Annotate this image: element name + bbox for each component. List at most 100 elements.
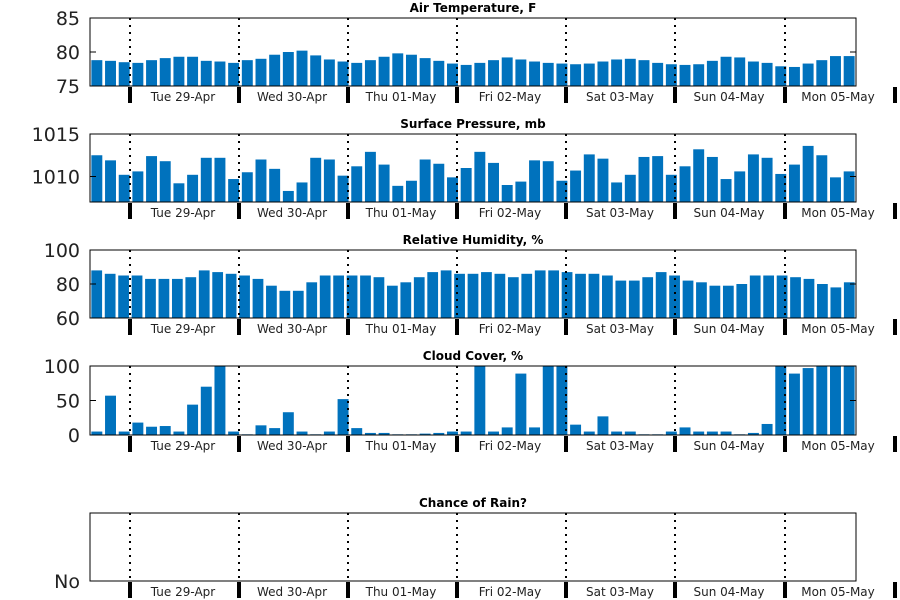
- y-tick-label: 1010: [32, 167, 80, 189]
- bar: [830, 56, 841, 86]
- bar: [212, 272, 224, 318]
- bar: [529, 160, 541, 202]
- panel-cloud-cover: Cloud Cover, % 0 50 100 Tue 29-Apr Wed 30-Apr…: [44, 349, 897, 453]
- bar: [542, 62, 554, 86]
- bar: [351, 166, 363, 202]
- bar: [602, 275, 613, 318]
- bar: [642, 277, 654, 318]
- bar: [146, 156, 158, 202]
- bar: [749, 275, 761, 318]
- bar: [693, 149, 705, 202]
- x-tick-label: Sat 03-May: [586, 90, 654, 104]
- bar: [269, 428, 281, 435]
- bar: [378, 164, 390, 202]
- x-tick-label: Tue 29-Apr: [150, 90, 215, 104]
- bar: [171, 278, 183, 318]
- bar: [665, 174, 677, 202]
- bar: [433, 163, 445, 202]
- bar: [159, 58, 171, 86]
- bar: [447, 431, 458, 435]
- bar: [105, 395, 116, 435]
- bar: [734, 171, 746, 202]
- bar: [763, 275, 775, 318]
- bar: [269, 54, 281, 86]
- bar: [187, 174, 199, 202]
- bar: [665, 64, 677, 86]
- bar: [706, 431, 718, 435]
- bar: [790, 277, 801, 318]
- bar: [378, 432, 390, 435]
- y-tick-label: No: [54, 571, 80, 593]
- bar: [843, 171, 855, 202]
- bar: [91, 431, 103, 435]
- bar: [454, 273, 465, 318]
- bar: [561, 272, 573, 318]
- bar: [159, 161, 171, 202]
- bar: [440, 270, 452, 318]
- bar: [214, 61, 226, 86]
- x-tick-label: Tue 29-Apr: [150, 439, 215, 453]
- bar: [255, 159, 267, 202]
- x-tick-label: Sun 04-May: [693, 322, 764, 336]
- x-tick-label: Mon 05-May: [801, 585, 875, 599]
- bar: [228, 62, 240, 86]
- bar: [296, 182, 308, 202]
- x-tick-label: Wed 30-Apr: [257, 90, 327, 104]
- bar: [816, 60, 828, 86]
- bar: [104, 273, 116, 318]
- bar: [693, 64, 705, 86]
- bar: [788, 66, 800, 86]
- bar: [515, 59, 527, 86]
- bar: [200, 386, 212, 435]
- bar: [279, 290, 291, 318]
- bar: [556, 180, 568, 202]
- plot-frame: [89, 133, 857, 203]
- bar: [185, 277, 197, 318]
- bar: [433, 60, 445, 86]
- bar: [597, 158, 609, 202]
- panel-air-temperature-f: Air Temperature, F 75 80 85 Tue 29-Apr Wed 30…: [56, 1, 897, 104]
- x-tick-label: Thu 01-May: [365, 439, 437, 453]
- y-tick-label: 100: [44, 240, 80, 262]
- bar: [709, 285, 721, 318]
- bar: [214, 157, 226, 202]
- bar: [419, 58, 431, 86]
- bar: [548, 270, 560, 318]
- bar: [132, 171, 144, 202]
- bar: [200, 157, 212, 202]
- x-tick-label: Thu 01-May: [365, 90, 437, 104]
- bar: [529, 61, 541, 86]
- bar: [241, 60, 253, 86]
- bar: [597, 61, 609, 86]
- bar: [747, 61, 759, 86]
- x-tick-label: Fri 02-May: [479, 322, 542, 336]
- bar: [146, 60, 158, 86]
- bar: [310, 55, 322, 86]
- bar: [488, 60, 499, 86]
- bar: [803, 278, 815, 318]
- bar: [364, 432, 376, 435]
- bar: [501, 427, 513, 435]
- x-tick-label: Tue 29-Apr: [150, 322, 215, 336]
- bar: [488, 431, 499, 435]
- bar: [282, 52, 294, 86]
- bar: [433, 432, 445, 435]
- x-tick-label: Sun 04-May: [693, 439, 764, 453]
- bar: [669, 275, 680, 318]
- bar: [775, 66, 787, 86]
- bar: [706, 60, 718, 86]
- bar: [652, 156, 664, 202]
- bar: [843, 282, 855, 318]
- bar: [679, 427, 691, 435]
- bar: [583, 154, 595, 202]
- panel-title: Chance of Rain?: [419, 496, 527, 510]
- bar: [460, 431, 472, 435]
- y-tick-label: 50: [56, 391, 80, 413]
- bar: [198, 270, 210, 318]
- bar: [474, 151, 486, 202]
- bar: [91, 270, 103, 318]
- bar: [501, 57, 513, 86]
- bar: [775, 366, 787, 435]
- bar: [333, 275, 344, 318]
- bar: [570, 424, 582, 435]
